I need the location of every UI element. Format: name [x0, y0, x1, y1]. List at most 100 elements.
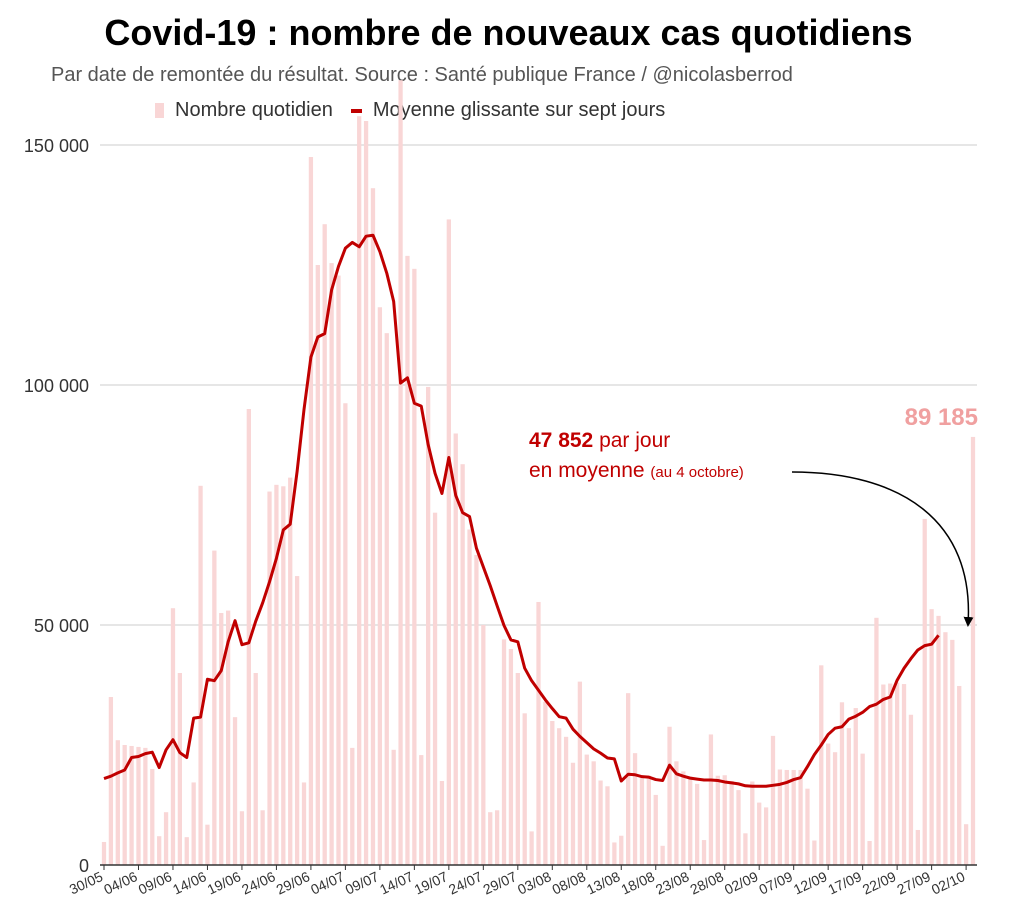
x-tick-label: 29/06 [274, 868, 313, 897]
bar [115, 740, 120, 865]
bar [239, 811, 245, 865]
bar [688, 776, 693, 865]
bar [357, 116, 362, 865]
bar [970, 436, 976, 865]
x-tick-label: 18/08 [618, 868, 657, 897]
bar [853, 708, 858, 865]
x-tick-label: 04/07 [308, 868, 347, 897]
bar [177, 673, 183, 865]
bar [246, 409, 251, 865]
y-tick-label: 50 000 [34, 616, 89, 636]
bar [963, 824, 969, 865]
bar [646, 775, 651, 865]
bar [901, 684, 907, 865]
bar [915, 829, 920, 865]
bar [943, 632, 948, 865]
bar [274, 484, 279, 865]
legend-swatch-bars [155, 103, 164, 118]
x-tick-label: 23/08 [653, 868, 692, 897]
bar [708, 734, 714, 865]
annotation-text-1: par jour [593, 429, 671, 452]
bar [432, 512, 438, 865]
bar [784, 769, 789, 865]
bar [908, 714, 914, 865]
bar [736, 790, 741, 865]
bar [674, 761, 679, 865]
bar [722, 775, 727, 865]
bar [184, 837, 189, 865]
bar [536, 601, 541, 865]
bar [770, 735, 776, 865]
x-tick-label: 29/07 [481, 868, 520, 897]
bar [729, 781, 734, 865]
bar [308, 157, 314, 865]
bar [763, 807, 769, 865]
bar-series [101, 80, 976, 866]
annotation-line-2: en moyenne (au 4 octobre) [529, 456, 744, 488]
bar [543, 701, 548, 865]
bar [281, 486, 286, 865]
bar [508, 649, 514, 865]
x-tick-label: 13/08 [584, 868, 623, 897]
bar [957, 685, 962, 865]
x-tick-label: 24/07 [446, 868, 485, 897]
bar [819, 665, 824, 865]
moving-average-line [103, 233, 940, 788]
bar [584, 754, 589, 865]
bar [936, 615, 941, 865]
bar [481, 625, 486, 865]
bar [136, 746, 141, 865]
bar [515, 673, 520, 865]
annotation-arrow [791, 471, 974, 627]
chart-title: Covid-19 : nombre de nouveaux cas quotid… [104, 12, 913, 53]
bar [439, 781, 445, 865]
bar [363, 121, 369, 865]
annotation-value: 47 852 [529, 429, 594, 452]
bar [288, 477, 293, 865]
bar [198, 485, 203, 865]
bar [412, 268, 417, 866]
bar [750, 781, 755, 865]
bar [626, 693, 631, 865]
bar [860, 753, 865, 865]
bar [322, 224, 327, 865]
bar [832, 752, 838, 865]
annotation-note: (au 4 octobre) [650, 464, 744, 481]
legend-swatch-line [350, 108, 362, 113]
y-tick-label: 150 000 [24, 136, 89, 156]
x-tick-label: 22/09 [860, 868, 899, 897]
bar [377, 307, 383, 865]
bar [129, 745, 134, 865]
annotation: 47 852 par jour en moyenne (au 4 octobre… [529, 426, 744, 488]
x-tick-label: 12/09 [791, 868, 830, 897]
bar [888, 683, 893, 865]
bar [150, 769, 155, 865]
x-tick-label: 14/06 [170, 868, 209, 897]
bar [101, 841, 107, 865]
chart-subtitle: Par date de remontée du résultat. Source… [51, 64, 793, 86]
bar [398, 80, 403, 865]
bar [329, 263, 334, 866]
bar [446, 219, 451, 865]
bar [743, 833, 748, 865]
y-tick-label: 0 [79, 856, 89, 876]
x-tick-label: 02/10 [929, 868, 968, 897]
bar [660, 845, 665, 865]
bar [467, 529, 472, 865]
bar [895, 682, 900, 865]
bar [791, 769, 796, 865]
bar [881, 684, 886, 865]
chart-legend: Nombre quotidien Moyenne glissante sur s… [155, 99, 665, 122]
bar [619, 835, 624, 865]
bar [922, 518, 927, 865]
bar [874, 617, 879, 865]
bar [639, 778, 645, 865]
bar [226, 610, 231, 865]
bar [370, 188, 376, 865]
bar [777, 769, 783, 865]
bar [701, 840, 707, 865]
bar [108, 697, 114, 865]
x-tick-label: 28/08 [687, 868, 726, 897]
bar [529, 831, 534, 865]
